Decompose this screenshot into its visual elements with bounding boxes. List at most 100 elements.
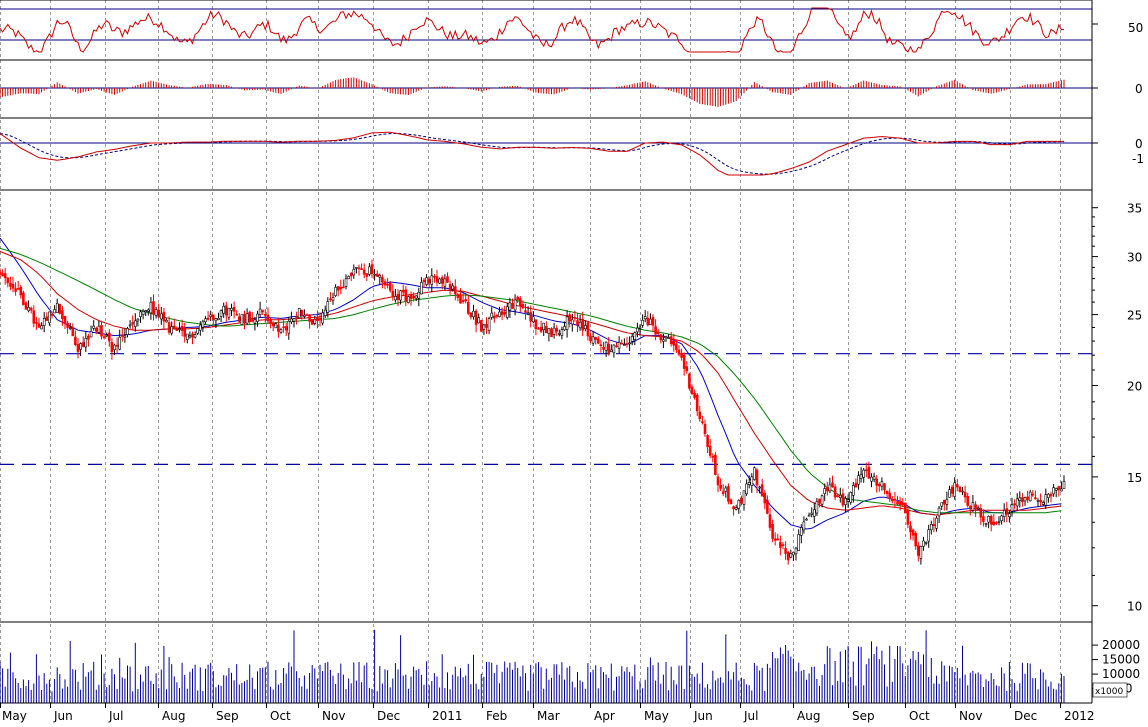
candle-body [550, 328, 553, 338]
candle-body [440, 277, 444, 284]
candle-body [235, 313, 238, 316]
moving-average-line [0, 250, 1062, 516]
volume-unit-label: x1000 [1095, 687, 1124, 697]
candle-body [513, 299, 517, 311]
candle-body [183, 327, 186, 337]
candle-body [659, 334, 663, 341]
candle-body [573, 317, 577, 319]
candle-body [427, 279, 431, 284]
candle-body [0, 271, 2, 275]
volume-tick-label: 10000 [1102, 667, 1140, 681]
candle-body [193, 334, 197, 338]
candle-body [271, 322, 275, 327]
month-axis: May Jun Jul Aug Sep Oct Nov Dec 2011 Feb Mar Apr May… [0, 702, 1095, 723]
rsi-tick-label: 50 [1128, 21, 1143, 35]
candle-body [789, 553, 793, 558]
candle-body [591, 336, 595, 344]
candle-body [37, 323, 41, 328]
candle-body [948, 489, 951, 498]
candle-body [29, 307, 33, 311]
candle-body [1008, 513, 1011, 517]
candle-body [287, 320, 291, 334]
candle-body [95, 327, 98, 332]
candle-body [1062, 481, 1066, 489]
candle-body [1026, 496, 1029, 501]
moving-average-line [0, 247, 1062, 514]
candle-body [646, 317, 650, 326]
candle-body [628, 342, 631, 345]
candle-body [422, 279, 426, 283]
candle-body [76, 343, 80, 352]
candle-body [113, 344, 116, 351]
candle-body [539, 326, 543, 332]
candle-body [32, 310, 36, 324]
price-tick-label: 10 [1127, 600, 1142, 614]
candle-body [968, 506, 972, 510]
candle-body [727, 486, 730, 502]
candle-body [586, 322, 590, 337]
candle-body [383, 281, 387, 286]
candle-body [682, 354, 686, 369]
candle-body [1028, 491, 1032, 502]
candle-body [812, 509, 816, 517]
candle-body [342, 286, 345, 289]
candle-body [24, 302, 28, 310]
candle-body [339, 286, 343, 290]
candle-body [612, 344, 616, 354]
candle-body [1015, 498, 1019, 507]
candle-body [326, 301, 330, 313]
candle-body [485, 323, 488, 328]
candle-body [263, 314, 267, 316]
candle-body [433, 275, 436, 278]
candle-body [219, 310, 223, 317]
candle-body [1044, 494, 1048, 506]
candle-body [984, 522, 988, 525]
candle-body [890, 499, 894, 502]
volume-tick-label: 20000 [1102, 638, 1140, 652]
candle-body [396, 293, 400, 301]
candle-body [779, 541, 782, 548]
candle-body [864, 469, 868, 472]
candle-body [347, 276, 350, 280]
volume-panel [0, 629, 1065, 703]
candle-body [794, 547, 798, 555]
candle-body [802, 521, 806, 531]
candle-body [225, 305, 228, 316]
candle-body [134, 320, 137, 327]
candle-body [238, 316, 241, 322]
candle-body [719, 484, 722, 489]
candle-body [976, 507, 980, 510]
candle-body [932, 524, 936, 527]
candle-body [407, 296, 410, 303]
candle-body [417, 292, 421, 299]
candle-body [643, 316, 647, 320]
candle-body [916, 545, 920, 556]
candle-body [570, 319, 574, 325]
candle-body [755, 469, 759, 486]
candle-body [456, 294, 460, 298]
candle-body [102, 336, 106, 339]
candle-body [154, 309, 158, 316]
candle-body [321, 312, 324, 324]
candle-body [914, 532, 918, 547]
candle-body [823, 488, 827, 495]
price-tick-label: 20 [1127, 380, 1142, 394]
candle-body [1002, 509, 1006, 517]
candle-body [664, 336, 668, 339]
histogram-tick-label: 0 [1135, 82, 1143, 96]
candle-body [792, 551, 795, 556]
candle-body [1047, 493, 1050, 498]
candle-body [815, 501, 819, 514]
candle-body [786, 551, 790, 561]
candle-body [677, 349, 681, 355]
candle-body [701, 421, 704, 423]
candle-body [368, 266, 371, 275]
candle-body [924, 542, 928, 544]
candle-body [729, 499, 733, 505]
candle-body [352, 268, 356, 276]
vertical-gridlines [0, 0, 1061, 703]
candle-body [178, 328, 181, 330]
candle-body [105, 334, 108, 337]
candle-body [828, 484, 832, 492]
candle-body [297, 307, 301, 319]
